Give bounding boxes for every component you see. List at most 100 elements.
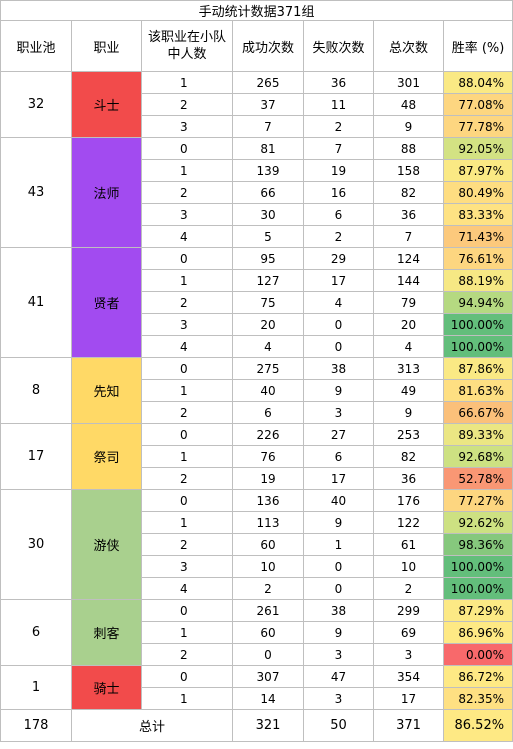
pool-cell: 6 — [0, 599, 72, 666]
table-row: 4 2 0 2 100.00% — [1, 577, 513, 600]
header-job: 职业 — [71, 20, 142, 72]
rate-cell: 88.04% — [442, 71, 513, 94]
fail-cell: 2 — [303, 225, 374, 248]
total-pool: 178 — [0, 709, 72, 742]
fail-cell: 7 — [303, 137, 374, 160]
total-cell: 49 — [373, 379, 444, 402]
rate-cell: 100.00% — [442, 313, 513, 336]
total-cell: 4 — [373, 335, 444, 358]
rate-cell: 52.78% — [442, 467, 513, 490]
count-cell: 2 — [141, 401, 233, 424]
table-row: 30 游侠 0 136 40 176 77.27% — [0, 489, 513, 600]
rate-cell: 81.63% — [442, 379, 513, 402]
total-cell: 7 — [373, 225, 444, 248]
success-cell: 14 — [232, 687, 304, 710]
total-cell: 354 — [373, 665, 444, 688]
fail-cell: 19 — [303, 159, 374, 182]
fail-cell: 4 — [303, 291, 374, 314]
fail-cell: 0 — [303, 335, 374, 358]
success-cell: 2 — [232, 577, 304, 600]
fail-cell: 0 — [303, 313, 374, 336]
header-row: 职业池 职业 该职业在小队中人数 成功次数 失败次数 总次数 胜率 (%) — [0, 20, 513, 72]
pool-cell: 32 — [0, 71, 72, 138]
rate-cell: 89.33% — [442, 423, 513, 446]
rate-cell: 66.67% — [442, 401, 513, 424]
count-cell: 0 — [141, 247, 233, 270]
total-cell: 313 — [373, 357, 444, 380]
count-cell: 0 — [141, 665, 233, 688]
pool-cell: 17 — [0, 423, 72, 490]
header-success: 成功次数 — [232, 20, 304, 72]
success-cell: 127 — [232, 269, 304, 292]
count-cell: 1 — [141, 621, 233, 644]
rate-cell: 94.94% — [442, 291, 513, 314]
count-cell: 3 — [141, 203, 233, 226]
table-row: 1 76 6 82 92.68% — [1, 445, 513, 468]
fail-cell: 17 — [303, 467, 374, 490]
fail-cell: 17 — [303, 269, 374, 292]
rate-cell: 100.00% — [442, 335, 513, 358]
header-total: 总次数 — [373, 20, 444, 72]
pool-cell: 41 — [0, 247, 72, 358]
header-fail: 失败次数 — [303, 20, 374, 72]
count-cell: 2 — [141, 533, 233, 556]
table-row: 1 14 3 17 82.35% — [1, 687, 513, 710]
pool-cell: 8 — [0, 357, 72, 424]
table-row: 1 骑士 0 307 47 354 86.72% — [0, 665, 513, 710]
rate-cell: 88.19% — [442, 269, 513, 292]
total-cell: 36 — [373, 203, 444, 226]
pool-cell: 30 — [0, 489, 72, 600]
success-cell: 40 — [232, 379, 304, 402]
count-cell: 1 — [141, 379, 233, 402]
count-cell: 1 — [141, 269, 233, 292]
success-cell: 10 — [232, 555, 304, 578]
total-cell: 176 — [373, 489, 444, 512]
table-row: 1 113 9 122 92.62% — [1, 511, 513, 534]
total-cell: 82 — [373, 181, 444, 204]
count-cell: 2 — [141, 291, 233, 314]
job-cell: 先知 — [71, 357, 142, 424]
total-cell: 88 — [373, 137, 444, 160]
success-cell: 30 — [232, 203, 304, 226]
total-label: 总计 — [71, 709, 233, 742]
total-success: 321 — [232, 709, 304, 742]
total-total: 371 — [373, 709, 444, 742]
fail-cell: 1 — [303, 533, 374, 556]
count-cell: 0 — [141, 357, 233, 380]
count-cell: 3 — [141, 115, 233, 138]
total-cell: 3 — [373, 643, 444, 666]
success-cell: 0 — [232, 643, 304, 666]
total-rate: 86.52% — [442, 709, 513, 742]
total-cell: 48 — [373, 93, 444, 116]
count-cell: 1 — [141, 159, 233, 182]
fail-cell: 6 — [303, 445, 374, 468]
job-cell: 游侠 — [71, 489, 142, 600]
total-cell: 69 — [373, 621, 444, 644]
fail-cell: 38 — [303, 357, 374, 380]
header-rate: 胜率 (%) — [442, 20, 513, 72]
count-cell: 0 — [141, 599, 233, 622]
fail-cell: 3 — [303, 401, 374, 424]
success-cell: 307 — [232, 665, 304, 688]
rate-cell: 80.49% — [442, 181, 513, 204]
count-cell: 0 — [141, 489, 233, 512]
rate-cell: 100.00% — [442, 555, 513, 578]
count-cell: 4 — [141, 335, 233, 358]
count-cell: 1 — [141, 445, 233, 468]
table-title: 手动统计数据371组 — [0, 0, 513, 21]
table-row: 32 斗士 1 265 36 301 88.04% — [0, 71, 513, 138]
total-cell: 122 — [373, 511, 444, 534]
rate-cell: 71.43% — [442, 225, 513, 248]
success-cell: 113 — [232, 511, 304, 534]
total-cell: 144 — [373, 269, 444, 292]
success-cell: 7 — [232, 115, 304, 138]
count-cell: 2 — [141, 93, 233, 116]
job-cell: 祭司 — [71, 423, 142, 490]
success-cell: 136 — [232, 489, 304, 512]
success-cell: 6 — [232, 401, 304, 424]
pool-cell: 43 — [0, 137, 72, 248]
rate-cell: 87.97% — [442, 159, 513, 182]
rate-cell: 92.62% — [442, 511, 513, 534]
job-cell: 骑士 — [71, 665, 142, 710]
success-cell: 4 — [232, 335, 304, 358]
